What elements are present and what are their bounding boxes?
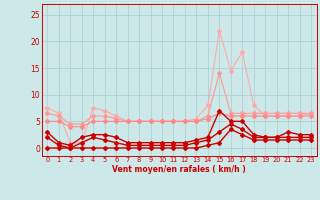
X-axis label: Vent moyen/en rafales ( km/h ): Vent moyen/en rafales ( km/h ) <box>112 165 246 174</box>
